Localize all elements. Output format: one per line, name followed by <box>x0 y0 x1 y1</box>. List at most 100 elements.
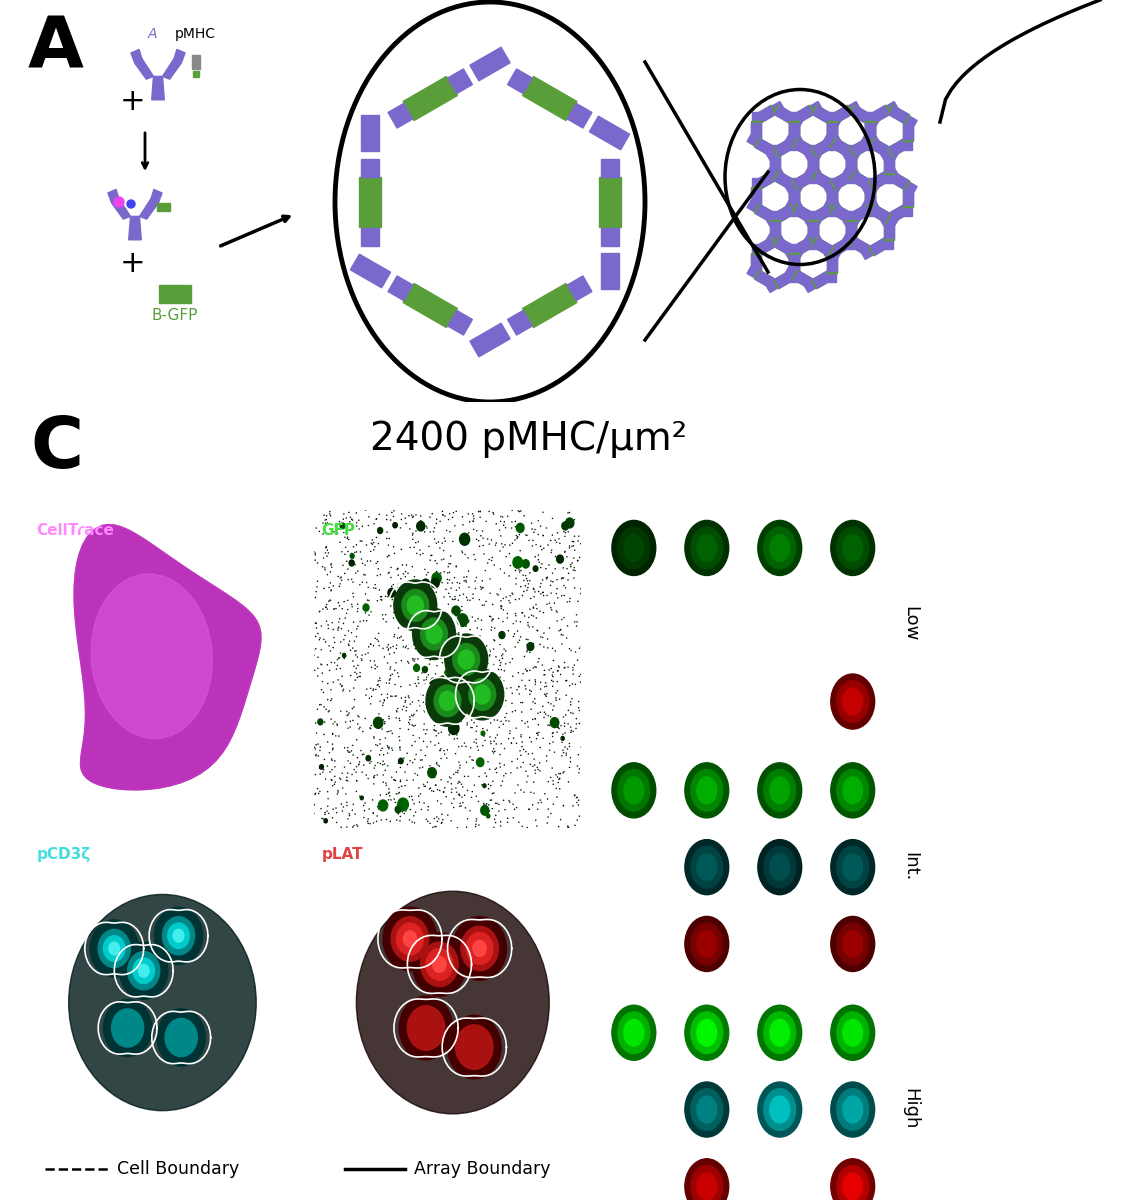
Point <box>538 568 556 587</box>
Point <box>332 643 350 662</box>
Point <box>506 784 524 803</box>
Polygon shape <box>804 211 822 227</box>
Polygon shape <box>755 172 776 190</box>
Polygon shape <box>770 220 780 240</box>
Point <box>321 554 340 574</box>
Point <box>506 637 524 656</box>
Point <box>348 514 366 533</box>
Point <box>355 744 373 763</box>
Polygon shape <box>850 238 863 251</box>
Point <box>440 697 458 716</box>
Point <box>351 542 369 562</box>
Point <box>526 587 544 606</box>
Point <box>472 577 490 596</box>
Point <box>316 713 334 732</box>
Point <box>375 690 393 709</box>
Polygon shape <box>842 168 860 182</box>
Point <box>339 704 357 724</box>
Point <box>321 709 340 728</box>
Point <box>492 598 511 617</box>
Point <box>464 683 482 702</box>
Point <box>416 776 434 796</box>
Point <box>408 701 426 720</box>
Point <box>432 749 450 768</box>
Polygon shape <box>808 230 819 239</box>
Point <box>537 704 555 724</box>
Polygon shape <box>751 197 760 205</box>
Point <box>349 599 367 618</box>
Point <box>363 686 381 706</box>
Point <box>406 814 424 833</box>
Polygon shape <box>522 77 577 120</box>
Point <box>564 665 583 684</box>
Point <box>306 661 324 680</box>
Point <box>559 593 577 612</box>
Point <box>480 796 498 815</box>
Point <box>549 658 568 677</box>
Point <box>412 740 430 760</box>
Point <box>422 606 440 625</box>
Polygon shape <box>878 172 889 185</box>
Point <box>527 595 545 614</box>
Point <box>390 782 408 802</box>
Point <box>430 733 448 752</box>
Text: +: + <box>120 250 146 278</box>
Point <box>530 754 548 773</box>
Point <box>466 578 484 598</box>
Polygon shape <box>755 106 776 124</box>
Point <box>535 583 553 602</box>
Point <box>396 509 414 528</box>
Point <box>441 643 459 662</box>
Point <box>373 798 391 817</box>
Point <box>368 708 386 727</box>
Polygon shape <box>790 244 798 260</box>
Point <box>368 766 386 785</box>
Point <box>405 770 423 790</box>
Point <box>350 511 368 530</box>
Point <box>449 772 467 791</box>
Point <box>562 722 580 742</box>
Point <box>370 668 389 688</box>
Polygon shape <box>849 138 872 157</box>
Point <box>457 752 475 772</box>
Point <box>344 710 363 730</box>
Point <box>408 580 426 599</box>
Point <box>321 590 340 610</box>
Point <box>439 773 457 792</box>
Point <box>394 613 413 632</box>
Point <box>490 521 508 540</box>
Point <box>344 583 363 602</box>
Point <box>420 797 438 816</box>
Point <box>409 649 428 668</box>
Polygon shape <box>869 172 890 190</box>
Ellipse shape <box>685 763 728 818</box>
Point <box>554 569 572 588</box>
Point <box>455 584 473 604</box>
Circle shape <box>458 650 474 670</box>
Point <box>410 792 429 811</box>
Polygon shape <box>862 179 879 193</box>
Polygon shape <box>828 121 837 140</box>
Point <box>392 626 410 646</box>
Point <box>565 510 584 529</box>
Point <box>553 610 571 629</box>
Point <box>458 637 477 656</box>
Point <box>331 575 349 594</box>
Point <box>422 584 440 604</box>
Point <box>361 542 380 562</box>
Point <box>570 527 588 546</box>
Point <box>378 738 397 757</box>
Point <box>569 796 587 815</box>
Point <box>448 624 466 643</box>
Point <box>451 756 470 775</box>
Point <box>553 635 571 654</box>
Point <box>457 571 475 590</box>
Point <box>508 632 527 652</box>
Point <box>324 809 342 828</box>
Point <box>376 728 394 748</box>
Point <box>511 684 529 703</box>
Point <box>463 607 481 626</box>
Point <box>484 610 503 629</box>
Point <box>461 802 479 821</box>
Point <box>467 787 486 806</box>
